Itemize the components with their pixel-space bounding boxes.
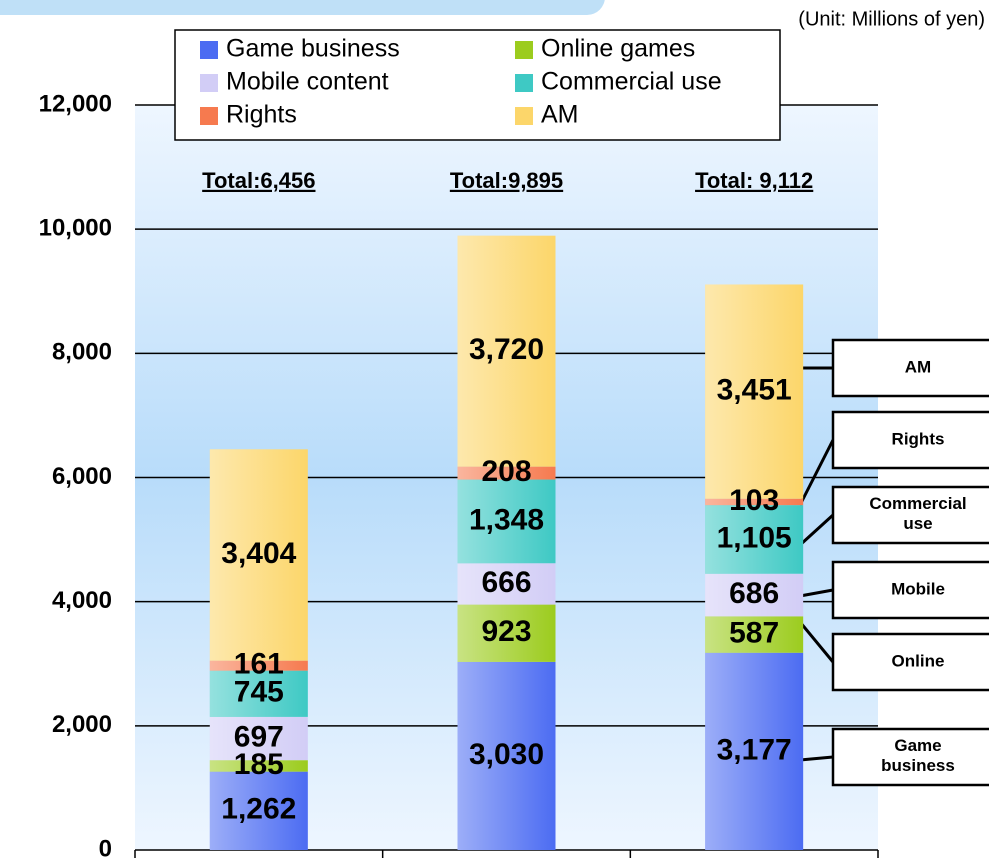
callout-box — [831, 560, 989, 620]
bar-shade — [209, 760, 308, 772]
value-label: 3,451 — [717, 374, 792, 407]
bar-shade — [457, 604, 556, 662]
value-label: 208 — [481, 455, 531, 488]
bar-shade — [457, 563, 556, 605]
bar-shade — [209, 449, 308, 661]
callout-box — [831, 727, 989, 787]
leader — [798, 621, 835, 663]
legend-swatch — [200, 41, 218, 59]
value-label: 1,105 — [717, 521, 792, 554]
value-label: 686 — [729, 577, 779, 610]
legend-label: Online games — [541, 35, 695, 63]
legend-label: Rights — [226, 101, 297, 129]
legend-label: Game business — [226, 35, 400, 63]
y-tick-label: 10,000 — [39, 215, 112, 242]
legend-swatch — [515, 107, 533, 125]
subtitle: (Unit: Millions of yen) — [798, 8, 985, 30]
total-label: Total:6,456 — [202, 168, 315, 193]
callout-box — [831, 632, 989, 692]
callout-label: Rights — [892, 429, 945, 448]
title-box — [0, 0, 605, 15]
y-tick-label: 4,000 — [52, 587, 112, 614]
callout-box — [831, 485, 989, 545]
bar-shade — [705, 505, 804, 574]
value-label: 185 — [234, 748, 284, 781]
value-label: 587 — [729, 616, 779, 649]
callout-label: AM — [905, 357, 931, 376]
value-label: 3,030 — [469, 738, 544, 771]
bar-shade — [705, 573, 804, 617]
value-label: 3,720 — [469, 333, 544, 366]
leader — [799, 755, 834, 762]
bar-shade — [457, 479, 556, 564]
y-tick-label: 2,000 — [52, 711, 112, 738]
bar-shade — [705, 652, 804, 850]
value-label: 1,348 — [469, 503, 544, 536]
value-label: 103 — [729, 484, 779, 517]
value-label: 1,262 — [221, 793, 296, 826]
legend-swatch — [515, 74, 533, 92]
bar-shade — [209, 771, 308, 850]
callout-label: Game business — [881, 736, 955, 775]
y-tick-label: 8,000 — [52, 339, 112, 366]
callout-box — [831, 410, 989, 470]
bar-shade — [209, 716, 308, 761]
legend-label: Mobile content — [226, 68, 389, 96]
callout-label: Commercial use — [869, 494, 966, 533]
callout-label: Online — [892, 651, 945, 670]
bar-shade — [705, 616, 804, 653]
value-label: 697 — [234, 720, 284, 753]
bar-shade — [457, 466, 556, 480]
value-label: 923 — [481, 615, 531, 648]
leader — [798, 439, 835, 506]
callout-label: Mobile — [891, 579, 945, 598]
y-tick-label: 12,000 — [39, 90, 112, 117]
total-label: Total:9,895 — [450, 168, 563, 193]
value-label: 3,404 — [221, 537, 296, 570]
leader — [798, 513, 835, 547]
legend-box — [174, 29, 781, 141]
callout-box — [831, 338, 989, 398]
bar-shade — [705, 498, 804, 506]
bar-shade — [209, 660, 308, 671]
legend-label: AM — [541, 101, 579, 129]
legend-swatch — [200, 107, 218, 125]
value-label: 745 — [234, 676, 284, 709]
value-label: 161 — [234, 648, 284, 681]
legend-swatch — [200, 74, 218, 92]
bar-shade — [457, 235, 556, 467]
total-label: Total: 9,112 — [695, 168, 813, 193]
y-tick-label: 6,000 — [52, 463, 112, 490]
legend-swatch — [515, 41, 533, 59]
bar-shade — [457, 661, 556, 850]
callouts — [798, 366, 835, 762]
value-label: 666 — [481, 566, 531, 599]
value-label: 3,177 — [717, 733, 792, 766]
legend-label: Commercial use — [541, 68, 722, 96]
bar-shade — [209, 670, 308, 717]
y-tick-label: 0 — [99, 835, 112, 862]
bar-shade — [705, 284, 804, 499]
leader — [799, 588, 834, 598]
